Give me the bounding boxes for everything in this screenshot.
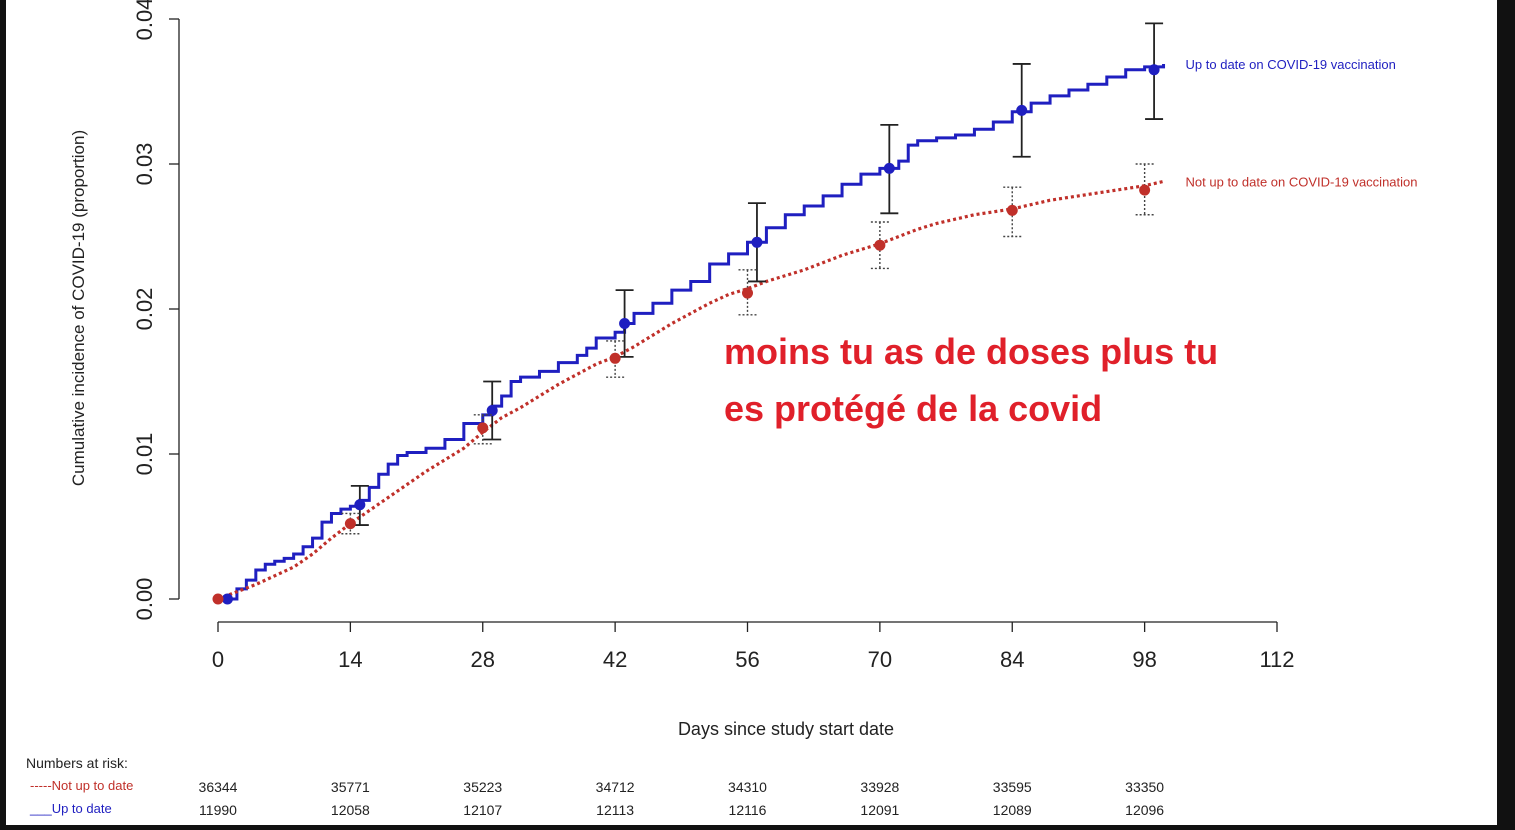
x-tick-label: 56 [735,647,759,672]
series-label-not-up-to-date: Not up to date on COVID-19 vaccination [1186,174,1418,189]
data-point-not-up-to-date [1139,184,1151,196]
at-risk-value: 33928 [860,779,899,795]
series-curve-up-to-date [218,63,1166,601]
y-tick-label: 0.01 [132,433,157,476]
at-risk-value: 35771 [331,779,370,795]
x-tick-label: 70 [868,647,892,672]
at-risk-value: 12096 [1125,802,1164,818]
at-risk-value: 12058 [331,802,370,818]
y-tick-label: 0.02 [132,288,157,331]
x-tick-label: 98 [1132,647,1156,672]
error-bar [473,414,492,445]
y-tick-label: 0.03 [132,143,157,186]
x-tick-label: 112 [1259,647,1294,672]
at-risk-value: 12116 [729,802,767,818]
annotation-line-2: es protégé de la covid [724,388,1102,429]
data-point-not-up-to-date [742,287,753,299]
at-risk-value: 35223 [463,779,502,795]
error-bar [738,269,757,316]
x-tick-label: 0 [212,647,224,672]
x-tick-label: 28 [471,647,495,672]
data-point-up-to-date [619,318,631,329]
at-risk-row-label: -----Not up to date [30,778,133,793]
at-risk-value: 34712 [596,779,635,795]
x-tick-label: 14 [338,647,362,672]
y-tick-label: 0.04 [132,0,157,40]
error-bar [870,221,889,270]
at-risk-value: 11990 [199,802,237,818]
data-point-not-up-to-date [477,422,489,434]
data-point-up-to-date [1016,104,1028,116]
at-risk-row-label: ___Up to date [29,801,112,816]
y-tick-label: 0.00 [132,578,157,621]
y-axis-label: Cumulative incidence of COVID-19 (propor… [69,130,88,486]
series-curve-not-up-to-date [217,179,1164,601]
at-risk-value: 12107 [463,802,502,818]
error-bar [606,340,625,378]
data-point-not-up-to-date [609,352,621,364]
at-risk-value: 36344 [199,779,238,795]
x-axis-label: Days since study start date [678,719,894,739]
at-risk-value: 12113 [596,802,634,818]
chart-canvas: 0 14 28 42 56 70 84 98 112 0.00 0.01 0.02 0.03 0.04 U… [6,0,1497,825]
at-risk-value: 12089 [993,802,1032,818]
data-point-up-to-date [1148,64,1160,76]
at-risk-value: 34310 [728,779,767,795]
annotation-line-1: moins tu as de doses plus tu [724,331,1218,372]
data-point-up-to-date [751,236,763,248]
data-point-up-to-date [221,593,233,605]
cumulative-incidence-chart: 0 14 28 42 56 70 84 98 112 0.00 0.01 0.02 0.03 0.04 U… [26,0,1418,818]
data-point-not-up-to-date [1006,204,1018,216]
data-point-not-up-to-date [212,593,224,605]
data-point-not-up-to-date [344,518,356,530]
at-risk-value: 33350 [1125,779,1164,795]
at-risk-value: 12091 [860,802,899,818]
data-point-up-to-date [354,499,366,511]
x-tick-label: 84 [1000,647,1024,672]
x-tick-label: 42 [603,647,627,672]
data-point-up-to-date [883,162,895,174]
data-point-up-to-date [486,405,498,416]
at-risk-title: Numbers at risk: [26,755,128,771]
series-label-up-to-date: Up to date on COVID-19 vaccination [1186,57,1396,72]
error-bar [341,512,360,535]
at-risk-value: 33595 [993,779,1032,795]
data-point-not-up-to-date [874,239,886,251]
